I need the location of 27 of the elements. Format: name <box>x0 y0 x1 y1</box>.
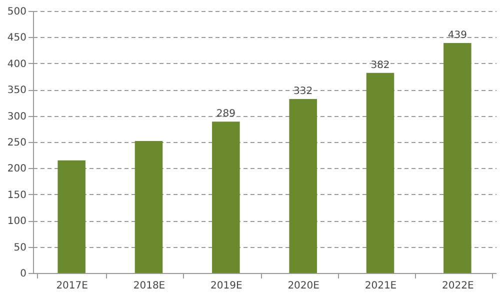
x-tick-label: 2020E <box>288 280 320 292</box>
data-label: 382 <box>370 60 390 71</box>
y-tick-label: 500 <box>7 6 26 18</box>
x-tick-label: 2021E <box>364 280 397 292</box>
bar <box>444 42 472 273</box>
bar <box>58 160 86 273</box>
x-tick-label: 2018E <box>133 280 166 292</box>
x-tick-label: 2022E <box>442 280 474 292</box>
y-tick-label: 100 <box>7 216 26 228</box>
y-tick-label: 50 <box>14 242 26 254</box>
bar <box>289 99 317 273</box>
x-tick-label: 2019E <box>210 280 242 292</box>
y-tick-label: 300 <box>7 111 26 122</box>
y-tick-label: 150 <box>7 190 26 201</box>
bar <box>212 122 240 273</box>
bar <box>134 140 163 273</box>
y-tick-label: 400 <box>7 58 26 70</box>
bar <box>366 72 394 273</box>
y-tick-label: 250 <box>7 138 26 148</box>
y-tick-label: 450 <box>7 32 26 44</box>
y-tick-label: 0 <box>20 268 26 280</box>
y-tick-label: 350 <box>7 85 26 96</box>
data-label: 289 <box>216 108 236 120</box>
data-label: 439 <box>448 30 467 41</box>
y-tick-label: 200 <box>7 164 26 175</box>
x-tick-label: 2017E <box>56 280 88 292</box>
data-label: 332 <box>294 86 313 98</box>
